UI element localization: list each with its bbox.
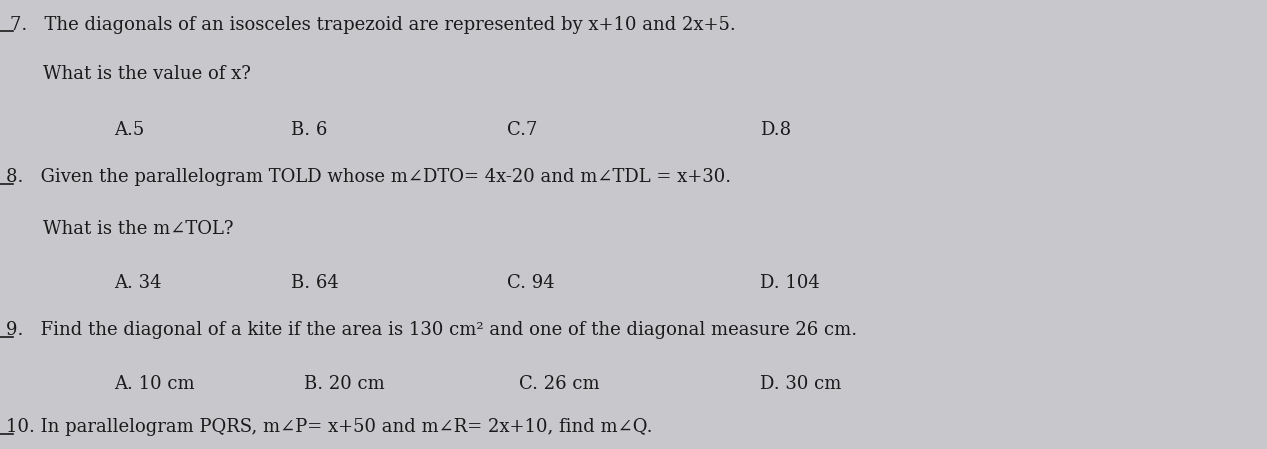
Text: C.7: C.7 [507, 121, 537, 139]
Text: 7.   The diagonals of an isosceles trapezoid are represented by x+10 and 2x+5.: 7. The diagonals of an isosceles trapezo… [10, 16, 736, 34]
Text: 8.   Given the parallelogram TOLD whose m∠DTO= 4x-20 and m∠TDL = x+30.: 8. Given the parallelogram TOLD whose m∠… [6, 168, 731, 186]
Text: B. 20 cm: B. 20 cm [304, 375, 385, 393]
Text: B. 64: B. 64 [291, 274, 340, 292]
Text: A. 10 cm: A. 10 cm [114, 375, 195, 393]
Text: A.5: A.5 [114, 121, 144, 139]
Text: 10. In parallelogram PQRS, m∠P= x+50 and m∠R= 2x+10, find m∠Q.: 10. In parallelogram PQRS, m∠P= x+50 and… [6, 418, 653, 436]
Text: A. 34: A. 34 [114, 274, 161, 292]
Text: B. 6: B. 6 [291, 121, 328, 139]
Text: D. 30 cm: D. 30 cm [760, 375, 841, 393]
Text: What is the m∠TOL?: What is the m∠TOL? [43, 220, 233, 238]
Text: D. 104: D. 104 [760, 274, 820, 292]
Text: What is the value of x?: What is the value of x? [43, 65, 251, 83]
Text: C. 94: C. 94 [507, 274, 555, 292]
Text: C. 26 cm: C. 26 cm [519, 375, 601, 393]
Text: D.8: D.8 [760, 121, 792, 139]
Text: 9.   Find the diagonal of a kite if the area is 130 cm² and one of the diagonal : 9. Find the diagonal of a kite if the ar… [6, 321, 858, 339]
